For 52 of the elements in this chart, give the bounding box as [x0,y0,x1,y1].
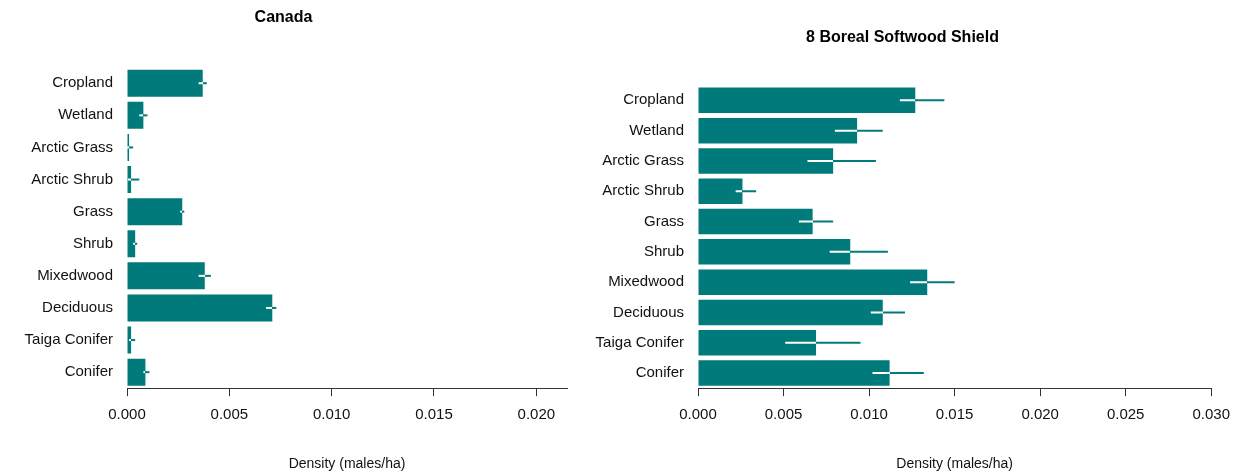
y-tick-label: Grass [643,211,684,229]
x-tick-label: 0.000 [679,405,717,423]
y-tick-label: Wetland [58,105,113,123]
y-tick-label: Taiga Conifer [595,332,684,350]
chart-title: 8 Boreal Softwood Shield [806,28,999,46]
x-tick-label: 0.010 [312,405,351,423]
x-tick-label: 0.025 [1106,405,1145,423]
y-tick-label: Wetland [629,120,684,138]
bar [698,117,858,144]
x-tick-label: 0.005 [210,405,249,423]
x-tick-label: 0.030 [1192,405,1231,423]
x-axis-title: Density (males/ha) [288,455,406,472]
x-tick-label: 0.010 [850,405,888,423]
bar [127,101,144,129]
x-axis-title: Density (males/ha) [896,455,1013,472]
y-tick-label: Mixedwood [37,265,113,283]
y-tick-label: Conifer [635,363,684,381]
y-tick-label: Mixedwood [608,272,684,290]
bar [127,358,146,386]
y-tick-label: Deciduous [613,302,684,320]
bar [698,148,834,174]
bar [127,198,183,226]
bar [698,208,813,235]
y-tick-label: Arctic Grass [602,151,684,169]
x-tick-label: 0.000 [108,405,146,423]
y-tick-label: Cropland [52,73,113,91]
y-tick-label: Arctic Shrub [31,169,113,187]
bar [127,262,205,290]
bar [698,269,928,295]
y-tick-label: Arctic Shrub [602,181,684,199]
x-tick-label: 0.020 [1021,405,1059,423]
y-tick-label: Deciduous [42,298,113,316]
bar [698,178,743,204]
y-tick-label: Arctic Grass [31,137,113,155]
bar [698,239,851,265]
bar [698,330,817,356]
bar [698,87,916,114]
bar [698,299,883,326]
x-tick-label: 0.020 [517,405,556,423]
x-tick-label: 0.015 [935,405,974,423]
y-tick-label: Shrub [72,233,113,251]
y-tick-label: Taiga Conifer [24,330,113,348]
bar [127,294,273,322]
chart-title: Canada [254,8,313,26]
bar [698,360,890,386]
bar [127,69,203,97]
y-tick-label: Conifer [64,362,113,380]
y-tick-label: Grass [72,201,113,219]
x-tick-label: 0.005 [764,405,803,423]
y-tick-label: Cropland [623,90,684,108]
y-tick-label: Shrub [643,241,684,259]
x-tick-label: 0.015 [415,405,453,423]
